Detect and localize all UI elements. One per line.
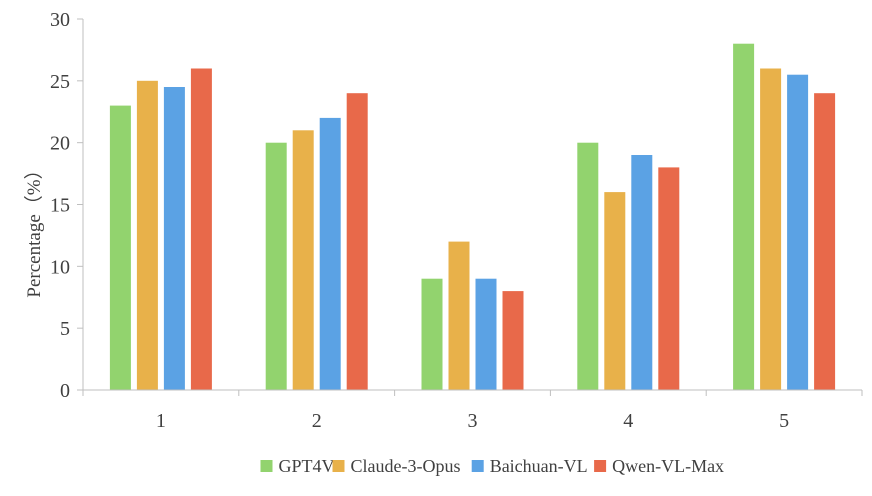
bar-claude-3-opus-3 <box>448 241 470 390</box>
legend-swatch <box>332 460 345 472</box>
x-tick-label-5: 5 <box>779 410 789 432</box>
bar-gpt4v-3 <box>421 278 443 390</box>
bar-baichuan-vl-2 <box>319 117 341 391</box>
legend-label: GPT4V <box>279 456 335 476</box>
legend-swatch <box>594 460 607 472</box>
y-tick-label-30: 30 <box>50 9 70 31</box>
axes-layer: 1 2 3 4 5 0 5 10 15 20 25 30 <box>50 9 863 432</box>
bar-qwen-vl-max-5 <box>814 93 836 390</box>
x-tick-label-1: 1 <box>156 410 166 432</box>
bar-qwen-vl-max-2 <box>346 93 368 390</box>
legend-label: Claude-3-Opus <box>351 456 461 476</box>
x-tick-label-3: 3 <box>468 410 478 432</box>
bars-layer <box>109 43 836 391</box>
y-tick-label-25: 25 <box>50 71 70 93</box>
legend-label: Qwen-VL-Max <box>612 456 724 476</box>
bar-baichuan-vl-1 <box>163 87 185 390</box>
legend-item-claude-3-opus: Claude-3-Opus <box>332 456 461 476</box>
bar-qwen-vl-max-1 <box>190 68 212 390</box>
bar-qwen-vl-max-4 <box>658 167 680 390</box>
y-tick-label-15: 15 <box>50 195 70 217</box>
bar-claude-3-opus-1 <box>136 80 158 391</box>
bar-claude-3-opus-2 <box>292 130 314 391</box>
legend-swatch <box>260 460 273 472</box>
x-tick-label-4: 4 <box>623 410 633 432</box>
legend: GPT4V Claude-3-Opus Baichuan-VL Qwen-VL-Max <box>260 456 724 476</box>
bar-baichuan-vl-4 <box>631 155 653 390</box>
x-tick-label-2: 2 <box>312 410 322 432</box>
y-axis-title-group: Percentage（%） <box>23 160 45 297</box>
y-tick-label-20: 20 <box>50 133 70 155</box>
bar-baichuan-vl-3 <box>475 278 497 390</box>
bar-gpt4v-5 <box>733 43 755 390</box>
bar-gpt4v-4 <box>577 142 599 390</box>
legend-item-gpt4v: GPT4V <box>260 456 335 476</box>
bar-qwen-vl-max-3 <box>502 291 524 390</box>
y-tick-label-5: 5 <box>60 318 70 340</box>
bar-gpt4v-1 <box>109 105 131 390</box>
y-tick-label-0: 0 <box>60 380 70 402</box>
legend-item-qwen-vl-max: Qwen-VL-Max <box>594 456 724 476</box>
legend-item-baichuan-vl: Baichuan-VL <box>471 456 588 476</box>
legend-swatch <box>471 460 484 472</box>
y-tick-label-10: 10 <box>50 256 70 278</box>
bar-claude-3-opus-5 <box>760 68 782 390</box>
y-axis-title: Percentage（%） <box>23 160 45 297</box>
legend-label: Baichuan-VL <box>490 456 588 476</box>
bar-gpt4v-2 <box>265 142 287 390</box>
bar-claude-3-opus-4 <box>604 192 626 390</box>
bar-baichuan-vl-5 <box>787 74 809 390</box>
